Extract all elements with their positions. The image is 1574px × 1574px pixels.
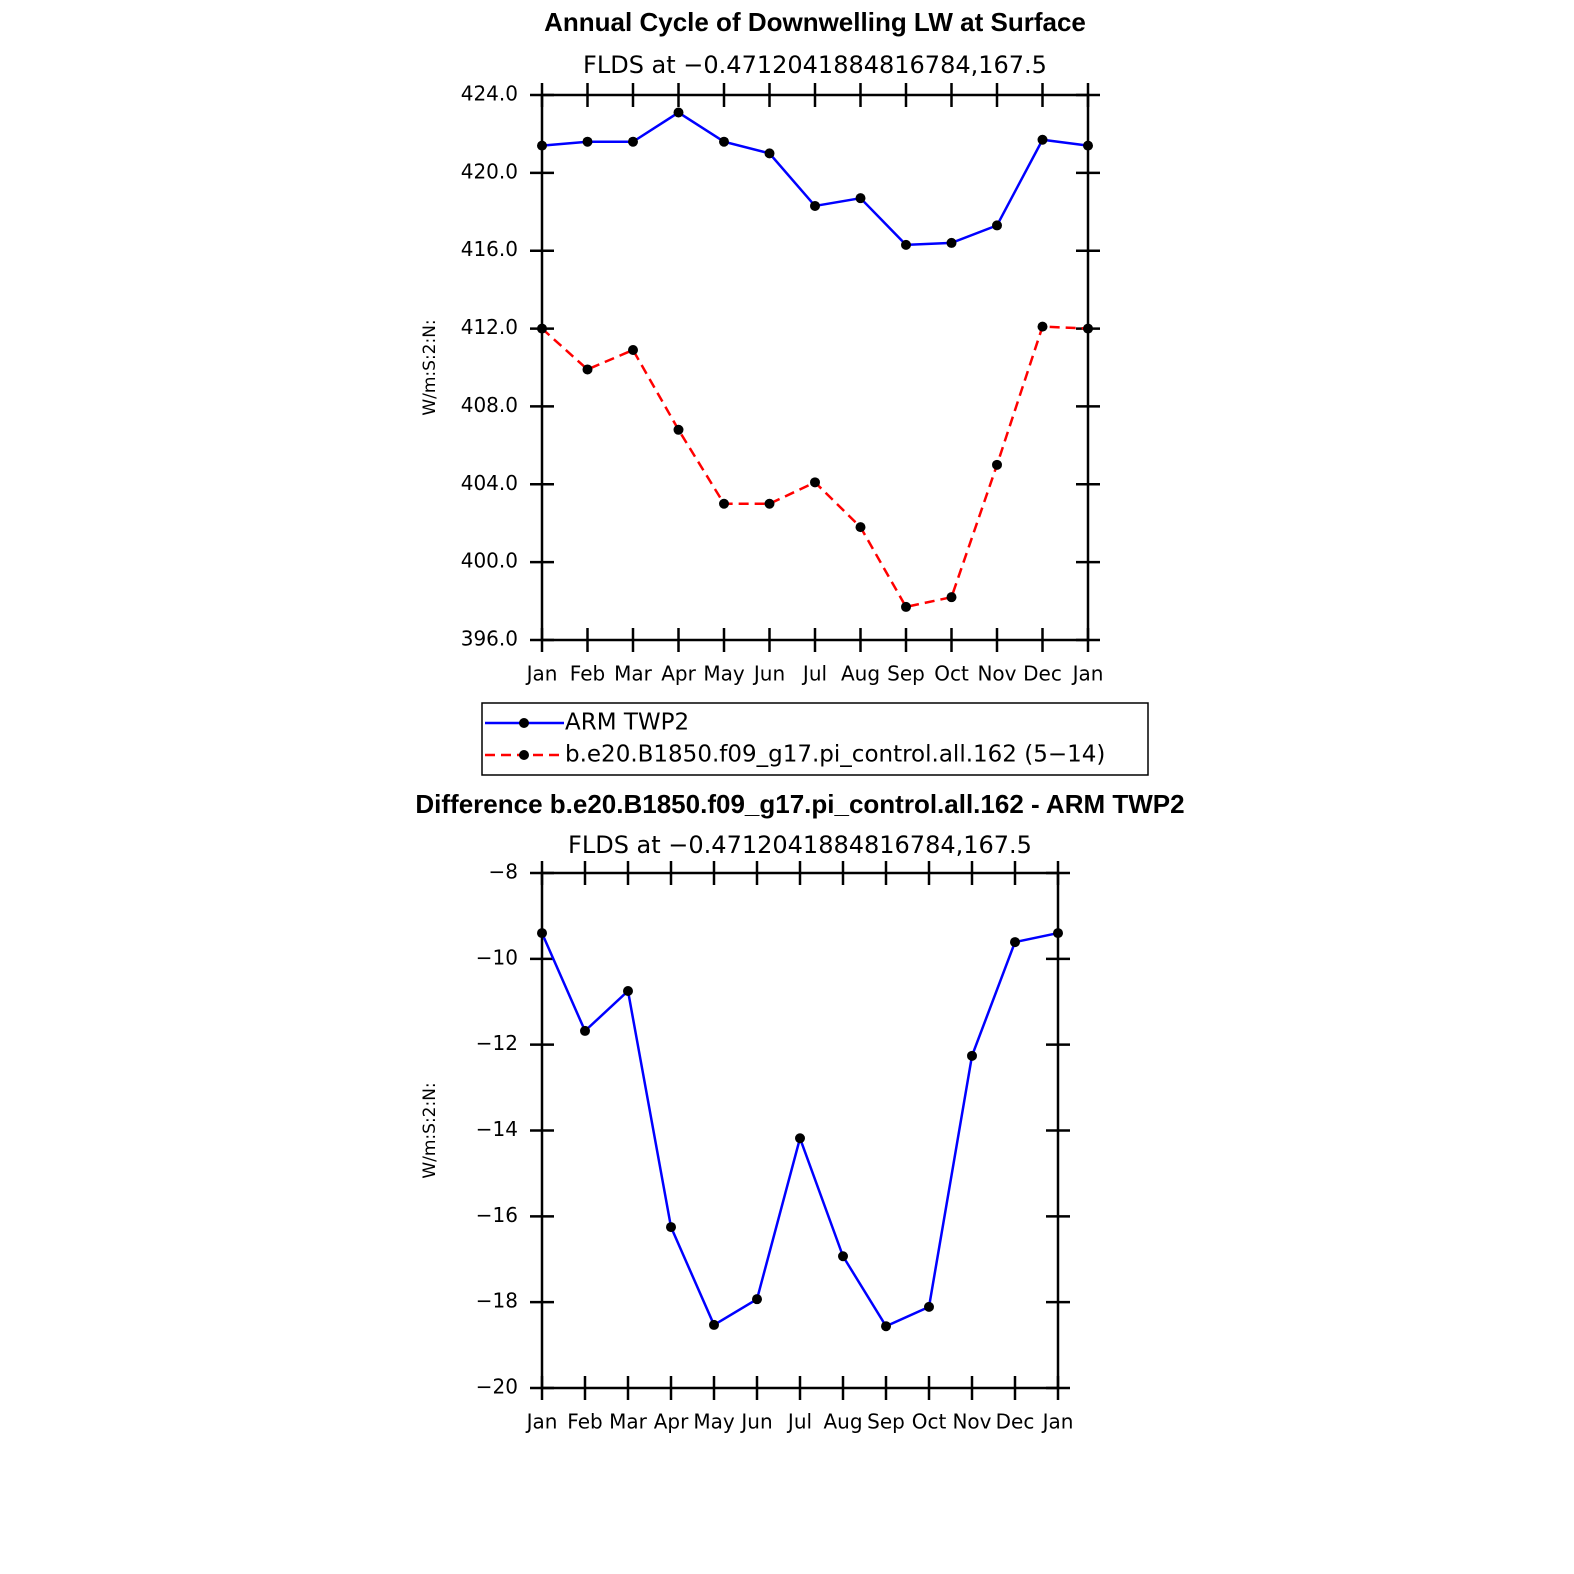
data-point — [881, 1321, 891, 1332]
data-point — [838, 1251, 848, 1262]
y-tick-label: −16 — [476, 1203, 518, 1227]
x-tick-label: Dec — [996, 1410, 1035, 1434]
y-tick-label: 424.0 — [461, 82, 518, 106]
data-point — [1053, 928, 1063, 939]
x-tick-label: Jan — [525, 1410, 558, 1434]
y-tick-label: −10 — [476, 945, 518, 969]
legend-label: b.e20.B1850.f09_g17.pi_control.all.162 (… — [565, 742, 1105, 768]
y-axis-label: W/m:S:2:N: — [420, 1082, 440, 1178]
data-point — [752, 1294, 762, 1305]
chart-title: Difference b.e20.B1850.f09_g17.pi_contro… — [415, 789, 1184, 819]
legend-box — [481, 702, 1149, 776]
data-point — [855, 193, 866, 204]
chart-subtitle: FLDS at −0.4712041884816784,167.5 — [568, 831, 1032, 859]
data-point — [1037, 321, 1048, 332]
x-tick-label: Nov — [952, 1410, 991, 1434]
y-tick-label: 396.0 — [461, 627, 518, 651]
x-tick-label: Jan — [525, 662, 558, 686]
y-tick-label: −14 — [476, 1117, 518, 1141]
y-tick-label: −8 — [489, 860, 518, 884]
y-tick-label: 412.0 — [461, 315, 518, 339]
data-point — [855, 522, 866, 533]
x-tick-label: Aug — [841, 662, 880, 686]
plot-frame — [540, 871, 1060, 1390]
x-tick-label: Jun — [752, 662, 785, 686]
data-point — [537, 928, 547, 939]
data-point — [709, 1319, 719, 1330]
data-point — [946, 592, 957, 603]
data-point — [537, 323, 547, 334]
data-point — [967, 1050, 977, 1061]
x-tick-label: Sep — [867, 1410, 905, 1434]
chart-subtitle: FLDS at −0.4712041884816784,167.5 — [583, 51, 1047, 79]
x-tick-label: Oct — [912, 1410, 947, 1434]
data-point — [946, 237, 957, 248]
data-point — [764, 498, 775, 509]
x-tick-label: Apr — [661, 662, 696, 686]
data-point — [810, 477, 820, 488]
data-point — [580, 1025, 590, 1036]
data-point — [628, 344, 638, 355]
data-point — [810, 200, 820, 211]
data-point — [719, 498, 729, 509]
x-tick-label: Mar — [609, 1410, 648, 1434]
x-tick-label: Jan — [1041, 1410, 1074, 1434]
data-point — [719, 136, 729, 147]
y-tick-label: 408.0 — [461, 393, 518, 417]
data-point — [628, 136, 638, 147]
x-tick-label: Jan — [1071, 662, 1104, 686]
data-point — [795, 1133, 805, 1144]
data-point — [1083, 323, 1093, 334]
x-tick-label: May — [693, 1410, 735, 1434]
data-point — [1037, 134, 1048, 145]
data-point — [673, 107, 684, 118]
x-tick-label: Dec — [1023, 662, 1062, 686]
chart-title: Annual Cycle of Downwelling LW at Surfac… — [544, 7, 1086, 37]
legend-marker — [519, 718, 529, 728]
x-tick-label: Jul — [801, 662, 827, 686]
x-tick-label: Jul — [786, 1410, 812, 1434]
y-tick-label: 420.0 — [461, 159, 518, 183]
data-point — [1010, 937, 1020, 948]
data-point — [666, 1222, 676, 1233]
data-point — [673, 424, 684, 435]
y-tick-label: −18 — [476, 1289, 518, 1313]
x-tick-label: Feb — [567, 1410, 602, 1434]
legend-marker — [519, 750, 529, 760]
x-tick-label: Jun — [739, 1410, 772, 1434]
x-tick-label: Aug — [823, 1410, 862, 1434]
data-point — [992, 459, 1002, 470]
data-point — [623, 986, 633, 997]
x-tick-label: Apr — [654, 1410, 689, 1434]
x-tick-label: Sep — [887, 662, 925, 686]
x-tick-label: Feb — [570, 662, 605, 686]
y-tick-label: 400.0 — [461, 549, 518, 573]
data-point — [537, 140, 547, 151]
data-point — [901, 239, 911, 250]
data-point — [901, 601, 911, 612]
y-tick-label: 416.0 — [461, 237, 518, 261]
legend-label: ARM TWP2 — [565, 710, 689, 736]
y-axis-label: W/m:S:2:N: — [420, 319, 440, 415]
x-tick-label: Nov — [977, 662, 1016, 686]
x-tick-label: May — [703, 662, 745, 686]
y-tick-label: −12 — [476, 1031, 518, 1055]
data-point — [1083, 140, 1093, 151]
data-point — [582, 364, 593, 375]
data-point — [764, 148, 775, 159]
x-tick-label: Oct — [934, 662, 969, 686]
y-tick-label: 404.0 — [461, 471, 518, 495]
y-tick-label: −20 — [476, 1375, 518, 1399]
plot-frame — [540, 93, 1090, 642]
data-point — [582, 136, 593, 147]
x-tick-label: Mar — [614, 662, 653, 686]
data-point — [924, 1301, 934, 1312]
data-point — [992, 220, 1002, 231]
